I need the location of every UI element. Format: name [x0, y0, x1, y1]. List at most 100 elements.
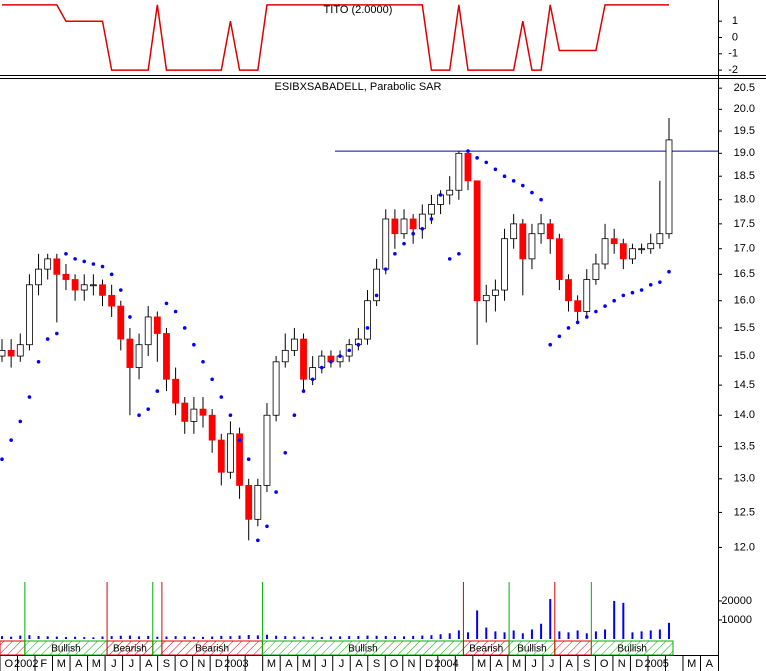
x-tick-label: O — [180, 658, 189, 670]
x-tick-label: M — [57, 658, 66, 670]
volume-bar — [119, 635, 122, 639]
y-tick-label: 20000 — [721, 595, 752, 607]
candle-body — [528, 233, 536, 260]
indicator-title: TITO (2.0000) — [324, 4, 393, 16]
sar-dot — [530, 190, 534, 195]
regime-label: Bearish — [113, 644, 147, 655]
candle-body — [583, 279, 591, 312]
candle-body — [491, 289, 499, 296]
volume-bar — [220, 635, 223, 639]
volume-bar — [604, 629, 607, 639]
volume-bar — [329, 636, 332, 639]
regime-label: Bullish — [348, 644, 377, 655]
sar-dot — [64, 251, 68, 256]
sar-dot — [548, 342, 553, 347]
sar-dot — [329, 360, 333, 364]
candle-body — [409, 218, 417, 230]
sar-dot — [575, 320, 580, 325]
sar-dot — [256, 538, 260, 543]
volume-bar — [28, 635, 31, 639]
candle-body — [400, 218, 408, 235]
sar-dot — [648, 282, 653, 287]
candle-body — [126, 338, 134, 368]
x-tick-label: A — [706, 658, 714, 670]
volume-bar — [668, 622, 670, 639]
x-tick-label: M — [687, 658, 696, 670]
candle-body — [281, 349, 289, 363]
x-tick-label: 2002 — [14, 658, 38, 670]
sar-dot — [639, 288, 644, 292]
volume-bar — [348, 636, 351, 639]
volume-bar — [293, 636, 296, 639]
sar-dot — [566, 326, 571, 330]
x-tick-label: 2004 — [434, 658, 458, 670]
candle-body — [382, 218, 390, 270]
volume-bar — [1, 636, 3, 639]
volume-bar — [613, 600, 616, 639]
volume-bar — [256, 635, 259, 639]
candle-body — [519, 223, 527, 260]
sar-dot — [9, 438, 13, 442]
regime-label: Bullish — [617, 644, 646, 655]
y-tick-label: 20.5 — [734, 82, 755, 94]
regime-label: Bullish — [517, 644, 546, 655]
x-tick-label: S — [373, 658, 380, 670]
sar-dot — [658, 280, 662, 284]
sar-dot — [146, 407, 150, 411]
sar-dot — [36, 360, 41, 364]
volume-bar — [649, 630, 652, 639]
y-tick-label: 12.5 — [734, 506, 755, 518]
volume-bar — [83, 637, 86, 639]
y-tick-label: 19.5 — [734, 125, 755, 137]
volume-bar — [466, 632, 469, 639]
volume-bar — [320, 636, 323, 639]
volume-bar — [576, 630, 579, 639]
x-tick-label: A — [75, 658, 83, 670]
candle-body — [35, 268, 42, 286]
x-tick-label: O — [4, 658, 13, 670]
candle-body — [71, 279, 79, 291]
volume-bar — [448, 633, 451, 639]
candle-body — [647, 243, 655, 250]
candle-body — [428, 204, 435, 215]
sar-dot — [402, 241, 406, 246]
volume-bar — [302, 636, 305, 639]
sar-dot — [447, 257, 452, 261]
candle-body — [0, 349, 6, 357]
sar-dot — [667, 269, 671, 274]
regime-label: Bearish — [195, 644, 229, 655]
volume-bar — [640, 631, 643, 639]
volume-bar — [156, 636, 159, 639]
volume-bar — [165, 636, 168, 639]
sar-dot — [557, 334, 562, 339]
volume-bar — [366, 635, 369, 639]
volume-bar — [46, 636, 49, 639]
volume-bar — [128, 635, 131, 639]
volume-bar — [375, 635, 378, 639]
volume-bar — [357, 635, 360, 639]
y-tick-label: 13.0 — [734, 473, 755, 485]
candle-body — [455, 152, 463, 191]
volume-bar — [494, 631, 497, 639]
y-tick-label: 10000 — [721, 614, 752, 626]
volume-bar — [339, 636, 342, 639]
y-tick-label: 0 — [732, 31, 738, 43]
volume-bar — [412, 635, 415, 639]
candle-body — [601, 238, 609, 265]
volume-bar — [476, 610, 479, 639]
candle-body — [656, 233, 664, 245]
x-tick-label: M — [512, 658, 521, 670]
x-tick-label: A — [285, 658, 293, 670]
sar-dot — [594, 309, 598, 314]
x-tick-label: N — [618, 658, 626, 670]
candle-body — [199, 408, 207, 416]
volume-bar — [10, 636, 13, 639]
candle-body — [610, 238, 618, 245]
candle-body — [254, 485, 262, 520]
sar-dot — [338, 354, 342, 358]
y-tick-label: 16.0 — [734, 295, 755, 307]
volume-bar — [275, 635, 278, 639]
volume-bar — [503, 632, 506, 639]
candle-body — [172, 378, 180, 404]
volume-bar — [558, 631, 561, 639]
